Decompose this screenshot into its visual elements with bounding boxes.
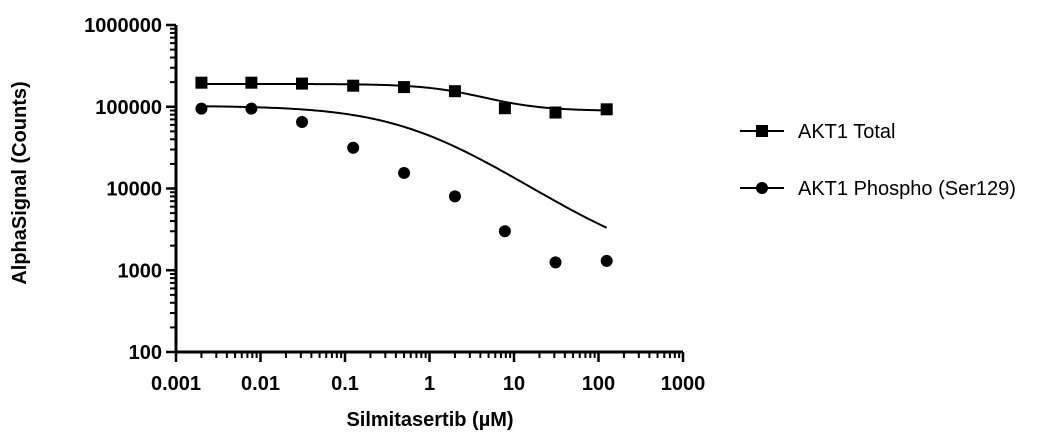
- y-tick-label: 100000: [95, 97, 162, 119]
- fit-curve-2: [201, 105, 608, 229]
- data-point-1: [448, 85, 461, 98]
- data-point-2: [296, 116, 309, 129]
- legend-marker-1: [756, 125, 768, 137]
- legend: AKT1 Total AKT1 Phospho (Ser129): [740, 121, 1016, 200]
- legend-label-2: AKT1 Phospho (Ser129): [798, 178, 1016, 200]
- legend-label-1: AKT1 Total: [798, 121, 895, 143]
- data-point-2: [600, 254, 613, 267]
- y-tick-label: 100: [129, 342, 162, 364]
- y-tick-label: 1000000: [84, 15, 162, 37]
- data-point-1: [549, 106, 562, 119]
- y-tick-label: 10000: [106, 179, 162, 201]
- data-points: [195, 76, 613, 269]
- y-axis-title: AlphaSignal (Counts): [9, 81, 31, 284]
- data-point-1: [195, 76, 208, 89]
- data-point-1: [245, 76, 258, 89]
- x-tick-label: 1000: [661, 373, 706, 395]
- x-tick-label: 0.01: [241, 373, 280, 395]
- data-point-2: [549, 256, 562, 269]
- x-tick-label: 100: [582, 373, 615, 395]
- data-point-1: [398, 81, 411, 94]
- data-point-1: [600, 103, 613, 116]
- data-point-1: [296, 77, 309, 90]
- data-point-2: [448, 190, 461, 203]
- x-tick-label: 1: [424, 373, 435, 395]
- data-point-1: [498, 102, 511, 115]
- x-tick-label: 0.1: [331, 373, 359, 395]
- data-point-2: [498, 225, 511, 238]
- data-point-2: [195, 102, 208, 115]
- x-tick-label: 10: [503, 373, 525, 395]
- fit-curves: [201, 82, 608, 229]
- x-tick-label: 0.001: [151, 373, 201, 395]
- data-point-2: [398, 166, 411, 179]
- data-point-2: [245, 102, 258, 115]
- data-point-2: [347, 141, 360, 154]
- y-tick-label: 1000: [118, 260, 163, 282]
- data-point-1: [347, 79, 360, 92]
- legend-marker-2: [756, 182, 768, 194]
- axes: 0.001 0.01 0.1 1 10 100 1000 100 1000 10000 100000…: [84, 15, 705, 395]
- x-axis-title: Silmitasertib (µM): [346, 409, 513, 431]
